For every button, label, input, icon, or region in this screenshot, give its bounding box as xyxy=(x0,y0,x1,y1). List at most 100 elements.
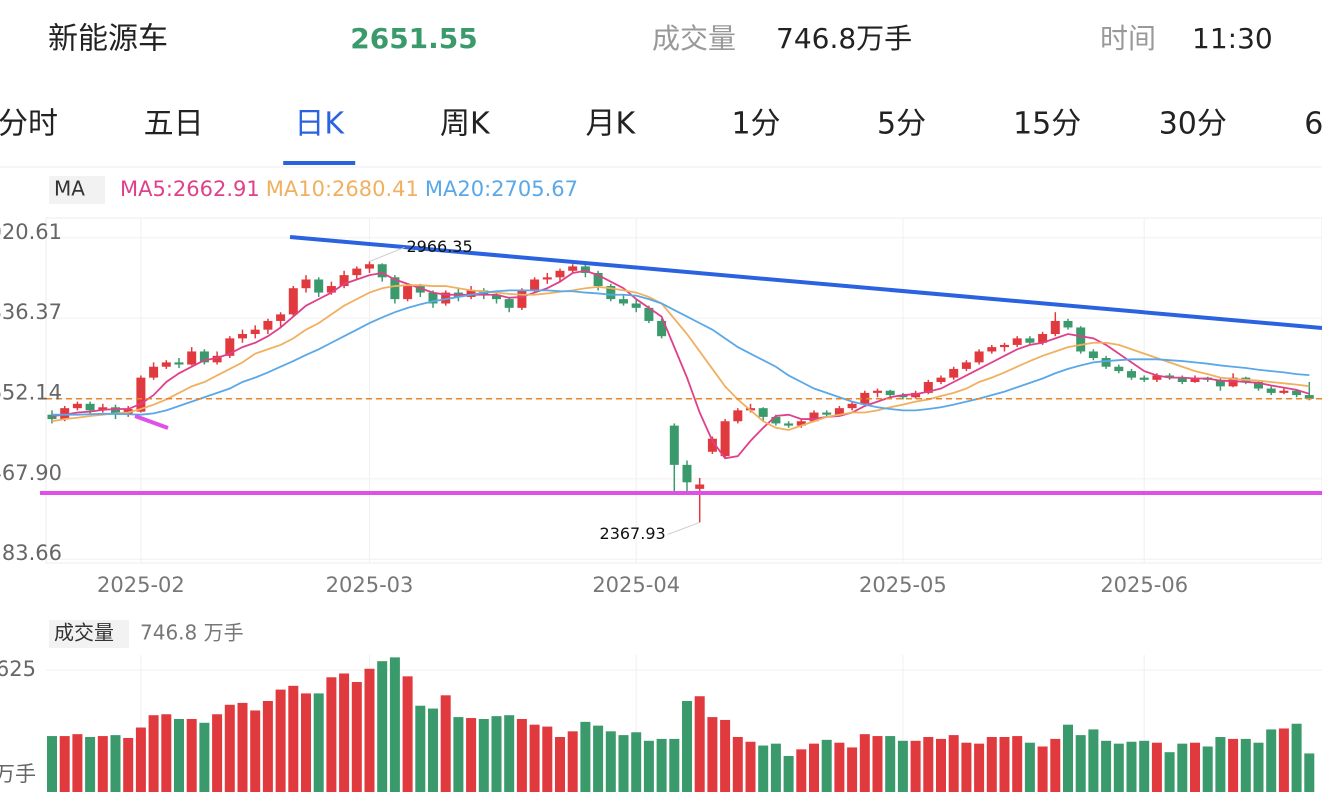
volume-bar xyxy=(605,731,616,792)
volume-bar xyxy=(516,718,527,792)
candle-body xyxy=(593,272,603,287)
volume-bar xyxy=(859,734,870,792)
tab[interactable]: 周K xyxy=(440,107,491,142)
candle-body xyxy=(199,351,209,363)
candle-body xyxy=(555,270,565,278)
y-tick-label: 2283.66 xyxy=(0,541,62,565)
candle-body xyxy=(326,286,336,293)
volume-bar xyxy=(529,724,540,792)
volume-bar xyxy=(478,718,489,792)
tab[interactable]: 15分 xyxy=(1013,107,1081,142)
candle-body xyxy=(974,351,984,363)
low-label: 2367.93 xyxy=(600,524,666,543)
y-tick-label: 2467.90 xyxy=(0,461,62,485)
volume-bar xyxy=(466,718,477,792)
volume-bar xyxy=(745,741,756,792)
volume-bar xyxy=(453,717,464,792)
candle-body xyxy=(1050,320,1060,335)
candle-body xyxy=(72,403,82,409)
volume-bar xyxy=(961,742,972,792)
tab[interactable]: 30分 xyxy=(1159,107,1227,142)
candle-body xyxy=(1165,375,1175,378)
volume-bar xyxy=(796,749,807,792)
candle-body xyxy=(695,484,705,489)
tab[interactable]: 1分 xyxy=(731,107,780,142)
volume-bar xyxy=(1278,728,1289,792)
volume-bar xyxy=(542,726,553,792)
volume-bar xyxy=(1190,742,1200,792)
candle-body xyxy=(542,277,552,280)
candle-body xyxy=(415,286,425,293)
volume-bar xyxy=(339,673,350,792)
candle-body xyxy=(1012,338,1022,345)
tab[interactable]: 月K xyxy=(586,107,637,142)
candle-body xyxy=(1279,390,1289,393)
candle-body xyxy=(619,299,628,304)
candle-body xyxy=(809,412,819,422)
tab[interactable]: 分时 xyxy=(0,107,58,142)
volume-bar xyxy=(504,715,515,792)
candle-body xyxy=(936,377,946,382)
volume-bar xyxy=(161,714,172,792)
volume-bar xyxy=(720,719,731,792)
volume-bar xyxy=(224,704,235,792)
volume-bar xyxy=(275,689,286,792)
volume-current: 746.8 万手 xyxy=(140,621,244,645)
volume-bar xyxy=(1024,742,1035,792)
candle-body xyxy=(1101,358,1111,367)
candle-body xyxy=(212,355,222,363)
volume-bar xyxy=(301,693,311,792)
tab[interactable]: 5分 xyxy=(877,107,926,142)
volume-bar xyxy=(47,736,57,792)
volume-bar xyxy=(1050,738,1061,792)
volume-bar xyxy=(974,743,985,792)
ma-legend: MA20:2705.67 xyxy=(425,177,578,201)
candle-body xyxy=(1190,377,1200,382)
volume-bar xyxy=(1177,743,1188,792)
candle-body xyxy=(390,277,400,300)
tab[interactable]: 五日 xyxy=(144,107,204,142)
volume-bar xyxy=(186,718,197,792)
candle-body xyxy=(288,288,298,315)
candle-body xyxy=(669,425,679,465)
volume-bar xyxy=(1164,752,1175,792)
volume-bar xyxy=(1240,738,1251,792)
volume-bar xyxy=(428,708,438,792)
high-label: 2966.35 xyxy=(407,237,473,256)
price: 2651.55 xyxy=(350,22,478,55)
volume-bar xyxy=(567,731,578,792)
candle-body xyxy=(1127,371,1136,378)
volume-bar xyxy=(1063,724,1073,792)
tab[interactable]: 日K xyxy=(294,107,345,142)
price-frame xyxy=(45,217,1322,564)
candle-body xyxy=(174,362,184,365)
candle-body xyxy=(428,292,438,304)
volume-bar xyxy=(389,657,400,792)
volume-bar xyxy=(1266,729,1277,792)
volume-bar xyxy=(821,739,832,792)
ma-label: MA xyxy=(54,177,85,201)
volume-bar xyxy=(923,737,934,792)
candle-body xyxy=(644,307,654,321)
candle-body xyxy=(822,412,832,415)
candle-body xyxy=(707,438,717,452)
volume-bar xyxy=(834,742,845,792)
volume-title: 成交量 xyxy=(54,621,114,645)
volume-bar xyxy=(1126,741,1137,792)
volume-bar xyxy=(580,721,591,792)
volume-bar xyxy=(631,732,642,792)
candle-body xyxy=(136,377,146,412)
volume-bar xyxy=(1253,742,1264,792)
candle-body xyxy=(758,408,768,417)
tab[interactable]: 60分 xyxy=(1304,107,1322,142)
drawn-stroke xyxy=(134,414,169,430)
high-pointer xyxy=(369,246,405,262)
candle-body xyxy=(187,351,197,365)
index-name: 新能源车 xyxy=(48,22,168,57)
y-tick-label: 3020.61 xyxy=(0,220,62,244)
candle-body xyxy=(1266,388,1276,393)
candle-body xyxy=(898,395,908,398)
volume-bar xyxy=(897,740,908,792)
